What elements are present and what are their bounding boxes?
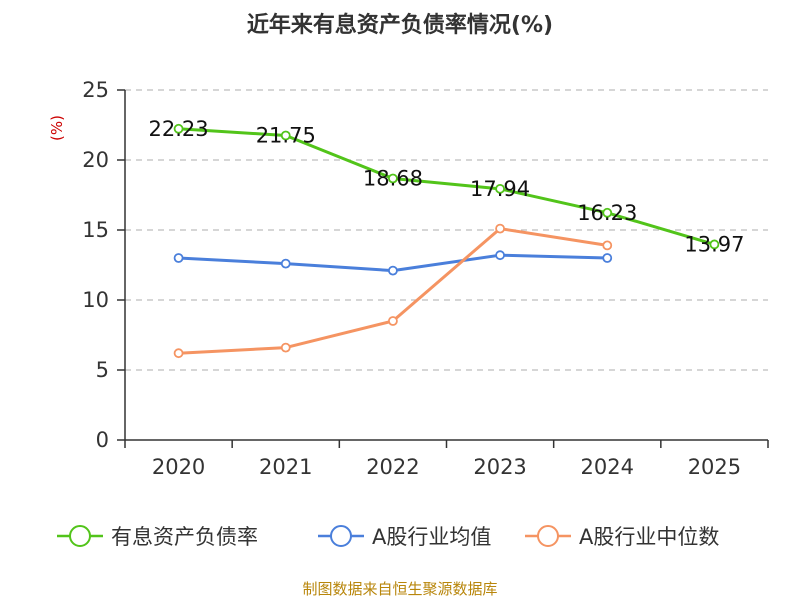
- series-line-3: [178, 227, 608, 355]
- data-label: 13.97: [684, 232, 744, 256]
- y-tick-label: 0: [96, 428, 109, 452]
- data-point: [495, 223, 505, 234]
- y-tick-label: 15: [82, 218, 109, 242]
- data-point: [709, 239, 720, 250]
- data-point: [388, 173, 398, 184]
- data-label: 18.68: [363, 166, 423, 190]
- data-label: 16.23: [577, 201, 637, 225]
- grid-lines: [125, 89, 768, 371]
- x-tick-label: 2021: [259, 455, 312, 479]
- data-label: 21.75: [256, 124, 316, 148]
- y-tick-label: 5: [96, 358, 109, 382]
- data-point: [173, 253, 184, 263]
- y-tick-label: 10: [82, 288, 109, 312]
- x-tick-label: 2025: [688, 455, 741, 479]
- data-point: [602, 240, 613, 251]
- series-lines: [173, 123, 720, 359]
- data-point: [173, 348, 184, 359]
- x-tick-label: 2024: [581, 455, 634, 479]
- data-point: [602, 207, 613, 218]
- data-label: 22.23: [149, 117, 209, 141]
- data-point: [495, 250, 505, 261]
- series-line-1: [178, 127, 715, 246]
- data-label: 17.94: [470, 177, 530, 201]
- data-point: [280, 342, 291, 353]
- x-tick-label: 2020: [152, 455, 205, 479]
- legend-item-3[interactable]: A股行业中位数: [525, 525, 719, 549]
- legend-label: A股行业均值: [372, 525, 491, 549]
- y-tick-label: 25: [82, 78, 109, 102]
- data-point: [602, 253, 613, 263]
- y-axis-unit-label: (%): [48, 115, 66, 141]
- y-tick-label: 20: [82, 148, 109, 172]
- legend-marker-icon: [330, 525, 352, 547]
- data-labels: 22.23 21.75 18.68 17.94 16.23 13.97: [149, 117, 745, 257]
- data-point: [388, 316, 398, 326]
- legend-label: 有息资产负债率: [111, 525, 258, 549]
- x-tick-label: 2023: [473, 455, 526, 479]
- x-tick-label: 2022: [366, 455, 419, 479]
- legend-label: A股行业中位数: [579, 525, 719, 549]
- legend-marker-icon: [537, 525, 559, 547]
- legend-item-1[interactable]: 有息资产负债率: [57, 525, 258, 549]
- source-note: 制图数据来自恒生聚源数据库: [302, 580, 497, 598]
- data-point: [173, 123, 184, 134]
- data-point: [388, 265, 398, 276]
- data-point: [280, 130, 291, 141]
- data-point: [280, 258, 291, 269]
- legend-item-2[interactable]: A股行业均值: [318, 525, 491, 549]
- legend[interactable]: 有息资产负债率 A股行业均值 A股行业中位数: [57, 525, 719, 549]
- legend-marker-icon: [69, 525, 91, 547]
- data-point: [495, 183, 505, 194]
- chart-title: 近年来有息资产负债率情况(%): [247, 12, 553, 38]
